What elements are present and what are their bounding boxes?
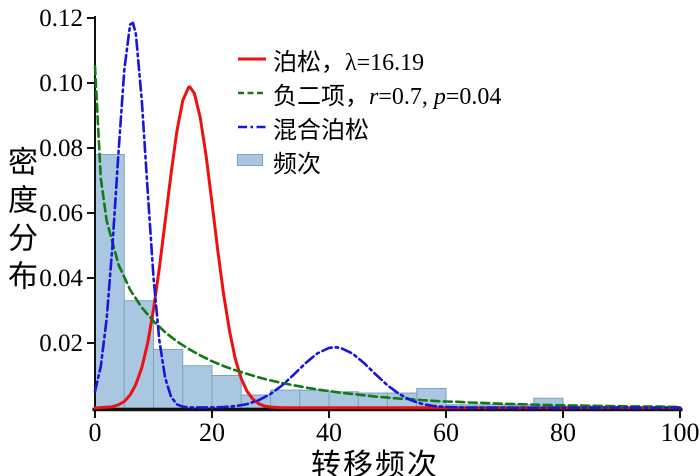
- y-axis-label: 密度分布: [3, 146, 36, 298]
- x-tick-label: 80: [550, 418, 576, 447]
- mixed-poisson-curve: [93, 21, 682, 410]
- y-tick-label: 0.06: [39, 200, 83, 227]
- legend-label-frequency: 频次: [273, 151, 321, 178]
- histogram-bar: [299, 389, 330, 409]
- y-tick-label: 0.10: [39, 70, 83, 97]
- x-axis-label: 转移频次: [311, 449, 439, 476]
- negative-binomial-curve: [93, 65, 682, 409]
- legend-line-sample-poisson: [237, 52, 267, 66]
- legend-swatch-frequency: [237, 154, 267, 168]
- x-tick-label: 60: [433, 418, 459, 447]
- y-tick-label: 0.02: [39, 330, 83, 357]
- legend-line-sample-mixed-poisson: [237, 120, 267, 134]
- histogram-bar: [211, 375, 242, 409]
- legend-item-frequency: 频次: [237, 144, 501, 178]
- legend: 泊松，λ=16.19 负二项，r=0.7, p=0.04 混合泊松频次: [237, 42, 501, 178]
- legend-label-negative-binomial: 负二项，r=0.7, p=0.04: [273, 83, 502, 110]
- histogram-bar: [153, 349, 184, 409]
- legend-item-negative-binomial: 负二项，r=0.7, p=0.04: [237, 76, 501, 110]
- x-tick-label: 0: [89, 418, 102, 447]
- x-tick-label: 100: [661, 418, 700, 447]
- histogram-bar: [123, 300, 154, 409]
- histogram-bar: [270, 389, 301, 409]
- poisson-curve: [93, 85, 682, 410]
- legend-item-poisson: 泊松，λ=16.19: [237, 42, 501, 76]
- legend-item-mixed-poisson: 混合泊松: [237, 110, 501, 144]
- y-tick-label: 0.04: [39, 265, 83, 292]
- legend-line-sample-negative-binomial: [237, 86, 267, 100]
- histogram-bar: [182, 365, 213, 409]
- legend-label-poisson: 泊松，λ=16.19: [273, 49, 425, 76]
- y-tick-label: 0.08: [39, 135, 83, 162]
- legend-label-mixed-poisson: 混合泊松: [273, 117, 369, 144]
- x-tick-label: 20: [199, 418, 225, 447]
- x-tick-label: 40: [316, 418, 342, 447]
- frequency-swatch: [237, 154, 263, 166]
- y-tick-label: 0.12: [39, 5, 83, 32]
